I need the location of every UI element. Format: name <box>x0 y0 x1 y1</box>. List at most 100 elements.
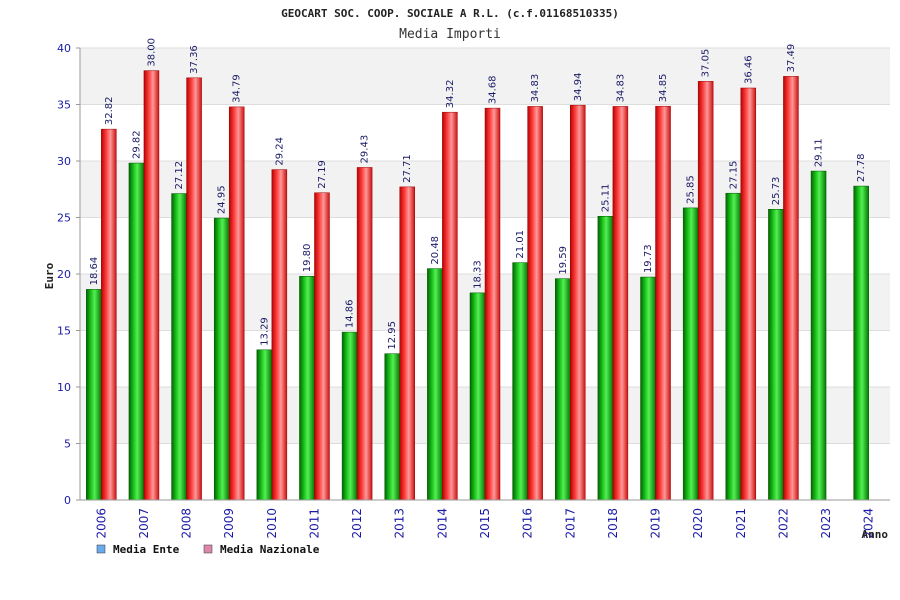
bar-media-ente <box>682 207 699 501</box>
bar-media-ente <box>725 192 742 501</box>
x-tick-label: 2021 <box>734 508 748 539</box>
data-label: 34.68 <box>488 75 499 104</box>
data-label: 34.83 <box>530 74 541 103</box>
bar-media-ente <box>810 170 827 501</box>
x-tick-label: 2009 <box>222 508 236 539</box>
bar-media-ente <box>213 217 230 501</box>
data-label: 38.00 <box>146 38 157 67</box>
bar-media-ente <box>427 268 443 501</box>
x-tick-label: 2016 <box>521 508 535 539</box>
bar-media-nazionale <box>143 70 160 501</box>
x-tick-label: 2023 <box>819 508 833 539</box>
data-label: 21.01 <box>515 230 526 259</box>
chart-title: GEOCART SOC. COOP. SOCIALE A R.L. (c.f.0… <box>281 7 619 20</box>
data-label: 37.36 <box>189 45 200 74</box>
bar-media-ente <box>768 209 784 501</box>
y-tick-label: 15 <box>57 325 71 338</box>
bar-media-nazionale <box>186 77 202 501</box>
data-label: 12.95 <box>387 321 398 350</box>
x-tick-label: 2020 <box>691 508 705 539</box>
bar-media-nazionale <box>697 81 714 501</box>
data-label: 34.83 <box>615 74 626 103</box>
data-label: 32.82 <box>104 96 115 125</box>
bar-media-ente <box>555 278 571 501</box>
data-label: 37.05 <box>701 49 712 78</box>
data-label: 25.73 <box>771 177 782 206</box>
data-label: 18.33 <box>473 260 484 289</box>
x-tick-label: 2024 <box>862 508 876 539</box>
bar-media-ente <box>597 216 614 501</box>
data-label: 34.79 <box>232 74 243 103</box>
data-label: 25.11 <box>600 184 611 213</box>
bar-media-nazionale <box>527 106 543 501</box>
y-tick-label: 5 <box>64 438 71 451</box>
data-label: 27.12 <box>174 161 185 190</box>
x-tick-label: 2019 <box>649 508 663 539</box>
data-label: 19.73 <box>643 244 654 273</box>
legend: Media Ente Media Nazionale <box>96 543 320 556</box>
bar-media-ente <box>341 331 358 501</box>
legend-swatch-media-nazionale <box>203 544 213 554</box>
bar-media-ente <box>853 185 869 501</box>
bar-media-ente <box>128 162 145 501</box>
bar-media-nazionale <box>655 105 671 501</box>
bar-media-ente <box>512 262 528 501</box>
bar-media-ente <box>469 292 486 501</box>
data-label: 34.94 <box>573 73 584 102</box>
y-tick-label: 40 <box>57 42 71 55</box>
bar-media-nazionale <box>484 107 501 501</box>
bar-media-ente <box>86 289 102 501</box>
data-label: 13.29 <box>259 317 270 346</box>
legend-label-media-nazionale: Media Nazionale <box>220 543 320 556</box>
data-label: 29.43 <box>360 135 371 164</box>
data-label: 34.85 <box>658 74 669 103</box>
x-tick-label: 2007 <box>137 508 151 539</box>
bar-media-ente <box>640 276 656 501</box>
x-tick-label: 2010 <box>265 508 279 539</box>
data-label: 14.86 <box>345 299 356 328</box>
data-label: 25.85 <box>686 175 697 204</box>
chart-subtitle: Media Importi <box>399 27 501 42</box>
x-tick-label: 2018 <box>606 508 620 539</box>
legend-label-media-ente: Media Ente <box>113 543 180 556</box>
data-label: 19.59 <box>558 246 569 275</box>
y-tick-label: 25 <box>57 212 71 225</box>
x-tick-label: 2008 <box>180 508 194 539</box>
bar-media-ente <box>171 193 187 501</box>
x-axis-label: Anno <box>862 528 889 541</box>
data-label: 29.24 <box>274 137 285 166</box>
data-label: 24.95 <box>217 185 228 214</box>
x-tick-label: 2022 <box>776 508 790 539</box>
data-label: 27.15 <box>728 161 739 190</box>
x-tick-label: 2017 <box>563 508 577 539</box>
bar-media-ente <box>384 353 400 501</box>
bar-media-nazionale <box>740 87 757 501</box>
legend-swatch-media-ente <box>96 544 106 554</box>
bar-media-nazionale <box>101 128 117 501</box>
data-label: 20.48 <box>430 236 441 265</box>
data-label: 36.46 <box>743 55 754 84</box>
data-label: 29.11 <box>814 138 825 167</box>
bar-media-nazionale <box>570 104 586 501</box>
x-tick-label: 2006 <box>94 508 108 539</box>
data-label: 19.80 <box>302 244 313 273</box>
bar-media-ente <box>299 276 315 501</box>
y-tick-label: 0 <box>64 494 71 507</box>
y-tick-label: 35 <box>57 99 71 112</box>
x-tick-label: 2011 <box>307 508 321 539</box>
bar-media-nazionale <box>612 106 629 501</box>
x-tick-label: 2012 <box>350 508 364 539</box>
y-tick-label: 10 <box>57 381 71 394</box>
bar-media-nazionale <box>442 111 458 501</box>
data-label: 34.32 <box>445 80 456 109</box>
data-label: 27.78 <box>856 153 867 182</box>
bar-media-nazionale <box>228 106 245 501</box>
data-label: 27.71 <box>402 154 413 183</box>
y-tick-label: 20 <box>57 268 71 281</box>
data-label: 18.64 <box>89 257 100 286</box>
data-labels: 18.64 32.82 29.82 38.00 27.12 37.36 24.95 34.79… <box>89 38 867 350</box>
bar-media-nazionale <box>399 186 415 501</box>
x-tick-label: 2015 <box>478 508 492 539</box>
bar-media-nazionale <box>356 167 373 501</box>
